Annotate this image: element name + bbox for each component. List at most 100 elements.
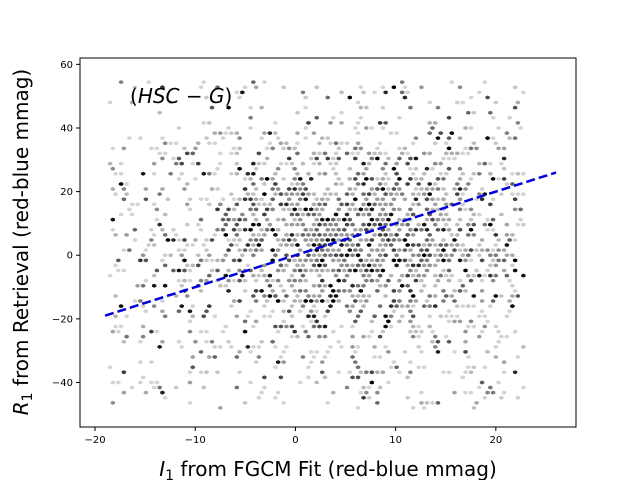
hexbin-cell: [419, 85, 424, 90]
hexbin-cell: [347, 187, 352, 192]
hexbin-cell: [281, 207, 286, 212]
hexbin-cell: [262, 314, 267, 319]
hexbin-cell: [350, 222, 355, 227]
hexbin-cell: [336, 248, 341, 253]
hexbin-cell: [383, 243, 388, 248]
hexbin-cell: [154, 380, 160, 385]
hexbin-cell: [292, 258, 297, 263]
hexbin-cell: [490, 278, 496, 283]
hexbin-cell: [162, 283, 168, 288]
hexbin-cell: [386, 349, 391, 354]
hexbin-cell: [419, 288, 424, 293]
hexbin-cell: [331, 288, 336, 293]
hexbin-cell: [160, 299, 165, 304]
hexbin-cell: [468, 319, 474, 324]
hexbin-cell: [408, 309, 413, 314]
hexbin-cell: [380, 217, 386, 222]
hexbin-cell: [328, 222, 333, 227]
hexbin-cell: [300, 181, 306, 186]
hexbin-cell: [127, 136, 132, 141]
hexbin-cell: [297, 278, 303, 283]
hexbin-cell: [449, 232, 454, 237]
hexbin-cell: [377, 222, 383, 227]
hexbin-cell: [444, 243, 449, 248]
hexbin-cell: [201, 80, 206, 85]
hexbin-cell: [433, 273, 438, 278]
hexbin-cell: [493, 232, 499, 237]
hexbin-cell: [196, 253, 201, 258]
hexbin-cell: [405, 263, 410, 268]
hexbin-cell: [405, 161, 410, 166]
hexbin-cell: [339, 344, 344, 349]
hexbin-cell: [433, 344, 438, 349]
hexbin-cell: [292, 176, 297, 181]
hexbin-cell: [286, 258, 292, 263]
plot-frame: [79, 57, 577, 428]
hexbin-cell: [320, 237, 325, 242]
hexbin-cell: [515, 355, 521, 360]
hexbin-cell: [107, 365, 113, 370]
hexbin-cell: [383, 283, 388, 288]
hexbin-cell: [355, 344, 361, 349]
hexbin-cell: [477, 161, 482, 166]
hexbin-cell: [397, 299, 402, 304]
hexbin-cell: [488, 171, 493, 176]
hexbin-cell: [405, 273, 410, 278]
hexbin-cell: [306, 375, 311, 380]
hexbin-cell: [245, 344, 251, 349]
hexbin-cell: [394, 304, 399, 309]
hexbin-cell: [275, 136, 281, 141]
hexbin-cell: [477, 314, 482, 319]
hexbin-cell: [314, 227, 319, 232]
hexbin-cell: [284, 263, 289, 268]
hexbin-cell: [215, 187, 220, 192]
hexbin-cell: [408, 319, 413, 324]
hexbin-cell: [427, 181, 432, 186]
hexbin-cell: [493, 324, 499, 329]
hexbin-cell: [488, 222, 493, 227]
hexbin-cell: [405, 212, 410, 217]
hexbin-cell: [223, 283, 228, 288]
hexbin-cell: [107, 100, 113, 105]
hexbin-cell: [515, 192, 521, 197]
hexbin-cell: [198, 278, 204, 283]
hexbin-cell: [173, 232, 179, 237]
hexbin-cell: [433, 202, 438, 207]
hexbin-cell: [289, 202, 295, 207]
hexbin-cell: [251, 344, 256, 349]
hexbin-cell: [369, 258, 375, 263]
hexbin-cell: [399, 283, 405, 288]
hexbin-cell: [410, 202, 416, 207]
hexbin-cell: [405, 243, 410, 248]
hexbin-cell: [270, 278, 275, 283]
hexbin-cell: [259, 390, 264, 395]
hexbin-cell: [399, 80, 405, 85]
hexbin-cell: [504, 243, 510, 248]
hexbin-cell: [198, 329, 204, 334]
hexbin-cell: [273, 181, 278, 186]
hexbin-cell: [380, 329, 386, 334]
hexbin-cell: [485, 95, 490, 100]
hexbin-cell: [300, 355, 306, 360]
hexbin-cell: [361, 212, 366, 217]
hexbin-cell: [275, 237, 281, 242]
hexbin-cell: [427, 253, 432, 258]
hexbin-cell: [281, 349, 286, 354]
hexbin-cell: [270, 288, 275, 293]
hexbin-cell: [388, 131, 394, 136]
hexbin-cell: [245, 314, 251, 319]
hexbin-cell: [353, 176, 358, 181]
hexbin-cell: [397, 370, 402, 375]
hexbin-cell: [292, 268, 297, 273]
hexbin-cell: [364, 125, 369, 130]
hexbin-cell: [344, 304, 350, 309]
hexbin-cell: [344, 202, 350, 207]
hexbin-cell: [292, 207, 297, 212]
hexbin-cell: [353, 299, 358, 304]
x-axis-label: I1 from FGCM Fit (red-blue mmag): [159, 457, 497, 480]
hexbin-cell: [383, 232, 388, 237]
hexbin-cell: [399, 90, 405, 95]
hexbin-cell: [438, 273, 443, 278]
hexbin-cell: [419, 227, 424, 232]
